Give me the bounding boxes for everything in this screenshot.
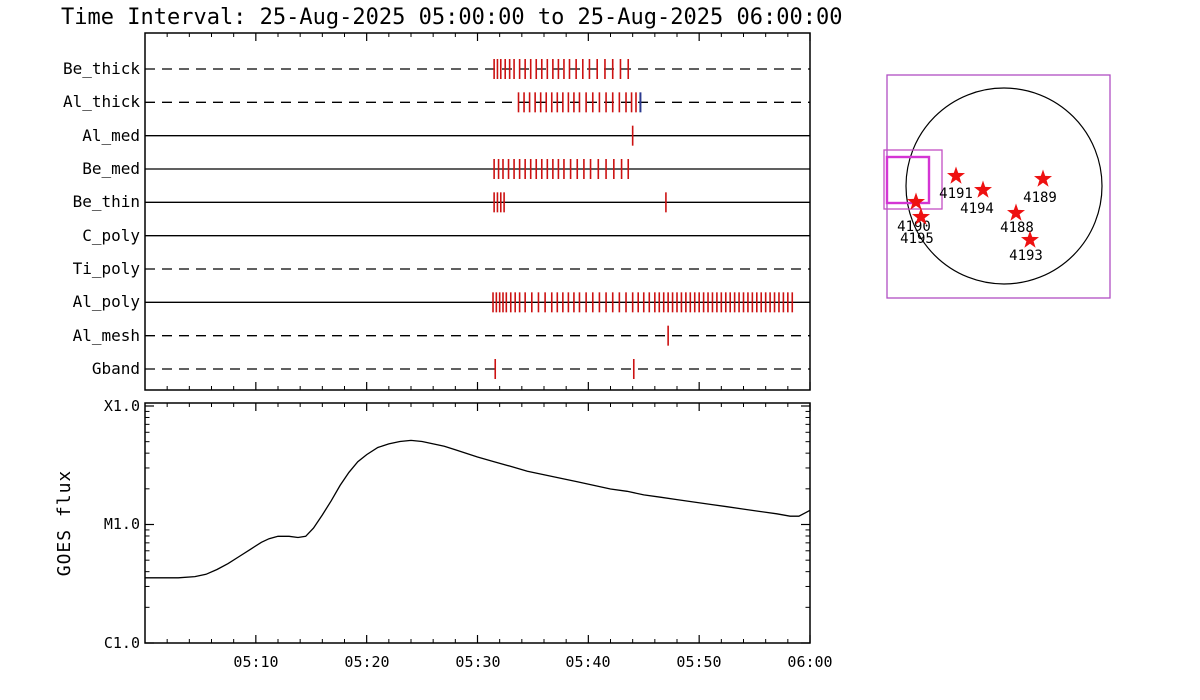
channel-label-be-med: Be_med <box>82 159 140 178</box>
panel-border <box>144 32 811 391</box>
goes-ytick-m1: M1.0 <box>104 515 140 533</box>
goes-ylabel: GOES flux <box>54 470 75 577</box>
active-region-label: 4194 <box>960 201 994 217</box>
fov-box-outer <box>883 149 943 210</box>
active-region-star <box>912 207 930 225</box>
channel-label-al-thick: Al_thick <box>63 92 140 111</box>
active-region-label: 4191 <box>939 186 973 202</box>
active-region-label: 4193 <box>1009 248 1043 264</box>
channel-label-be-thick: Be_thick <box>63 59 140 78</box>
channel-label-al-mesh: Al_mesh <box>73 326 140 345</box>
active-region-star <box>947 166 965 184</box>
channel-label-al-med: Al_med <box>82 126 140 145</box>
channel-label-al-poly: Al_poly <box>73 292 141 311</box>
goes-flux-curve <box>145 439 811 579</box>
channel-label-gband: Gband <box>92 359 140 378</box>
fov-box-inner <box>885 155 931 205</box>
page-title: Time Interval: 25-Aug-2025 05:00:00 to 2… <box>61 5 842 30</box>
xtick-0600: 06:00 <box>787 653 832 671</box>
channel-label-ti-poly: Ti_poly <box>73 259 141 278</box>
goes-ytick-c1: C1.0 <box>104 634 140 652</box>
active-region-star <box>1034 169 1052 187</box>
xtick-0530: 05:30 <box>455 653 500 671</box>
xtick-0510: 05:10 <box>233 653 278 671</box>
channel-label-be-thin: Be_thin <box>73 192 140 211</box>
panel-border <box>144 402 811 644</box>
channel-label-c-poly: C_poly <box>82 226 140 245</box>
active-region-star <box>974 180 992 198</box>
exposure-timeline-panel <box>144 32 811 391</box>
goes-flux-panel <box>144 402 811 644</box>
active-region-label: 4189 <box>1023 190 1057 206</box>
active-region-star <box>1007 203 1025 221</box>
xtick-0550: 05:50 <box>676 653 721 671</box>
sun-limb-circle <box>905 87 1103 285</box>
active-region-label: 4195 <box>900 231 934 247</box>
active-region-label: 4188 <box>1000 220 1034 236</box>
map-frame <box>886 74 1111 299</box>
active-region-label: 4190 <box>897 219 931 235</box>
active-region-star <box>1021 230 1039 248</box>
goes-ytick-x1: X1.0 <box>104 397 140 415</box>
xtick-0540: 05:40 <box>565 653 610 671</box>
xtick-0520: 05:20 <box>344 653 389 671</box>
active-region-star <box>907 192 925 210</box>
